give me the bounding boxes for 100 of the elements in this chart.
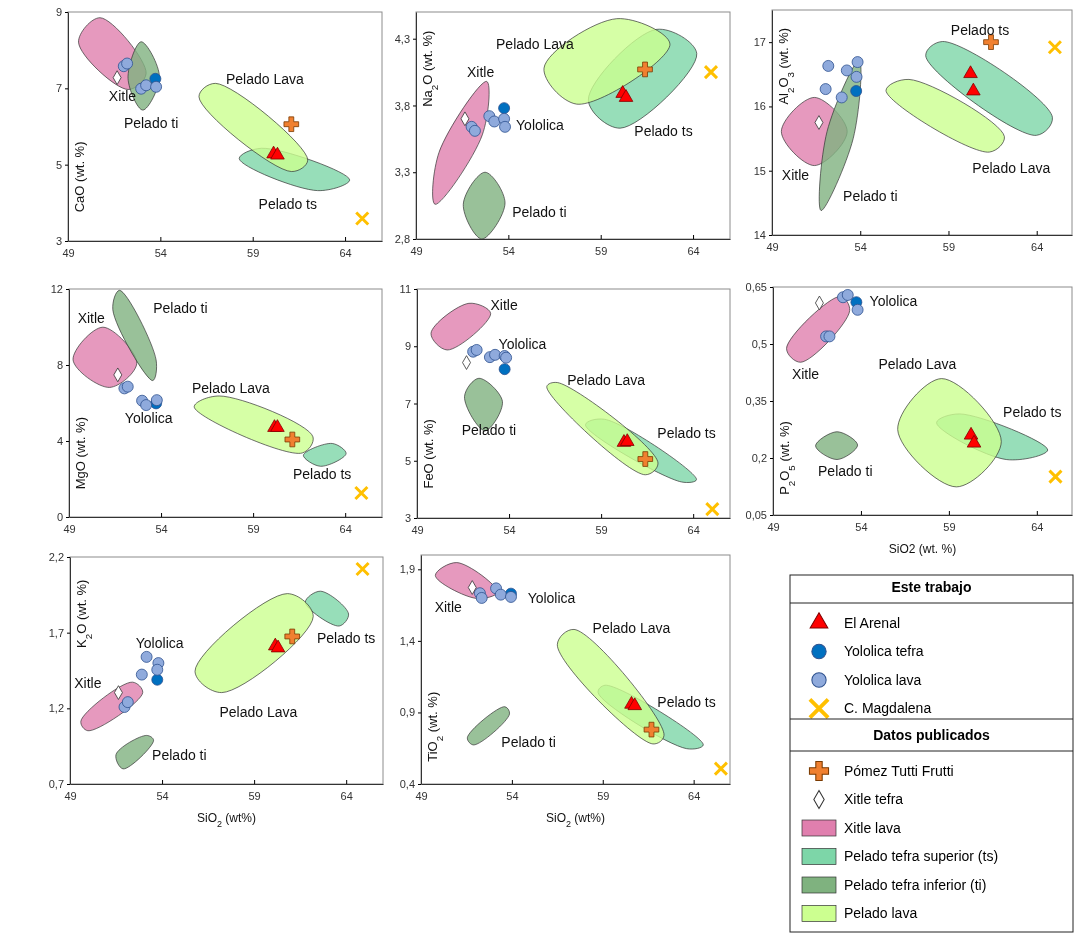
y-axis-title: CaO (wt. %) [72,141,87,213]
x-tick-label: 54 [154,246,167,259]
annotation: Yololica [869,292,918,309]
x-tick-label: 59 [247,522,260,535]
x-tick-label: 49 [415,789,428,802]
x-tick-label: 59 [248,789,261,802]
x-tick-label: 49 [410,244,423,257]
legend-label: Pómez Tutti Frutti [844,762,954,779]
annotation: Xitle [490,296,518,313]
y-tick-label: 0,9 [399,706,415,719]
y-tick-label: 8 [56,359,63,372]
x-tick-label: 64 [1031,520,1044,533]
x-tick-label: 59 [943,520,956,533]
y-tick-label: 0,35 [745,395,767,408]
y-tick-label: 3,3 [394,166,410,179]
x-tick-label: 49 [766,240,779,253]
y-tick-label: 0,4 [399,778,415,791]
x-tick-label: 49 [411,523,424,536]
annotation: Xitle [108,88,137,105]
y-tick-label: 1,2 [48,702,64,715]
annotation: Pelado ti [152,747,207,764]
legend-label: Yololica lava [844,671,922,688]
y-tick-label: 0 [56,511,63,524]
x-tick-label: 64 [340,789,353,802]
x-tick-label: 64 [687,244,700,257]
annotation: Xitle [74,674,102,691]
annotation: Pelado ti [818,462,873,479]
y-tick-label: 1,9 [399,563,415,576]
annotation: Pelado Lava [225,71,305,88]
annotation: Pelado ts [634,122,693,139]
x-tick-label: 64 [1031,240,1044,253]
y-tick-label: 1,4 [399,634,415,647]
annotation: Pelado ti [501,734,556,751]
x-tick-label: 59 [595,523,608,536]
y-tick-label: 5 [404,454,411,467]
x-tick-label: 54 [503,523,516,536]
annotation: Pelado ts [292,466,352,483]
x-tick-label: 59 [597,789,610,802]
x-tick-label: 64 [339,246,352,259]
legend-label: Yololica tefra [844,643,924,660]
annotation: Pelado ti [153,299,208,316]
legend-label: El Arenal [844,614,901,631]
y-tick-label: 2,8 [394,233,410,246]
x-tick-label: 54 [854,240,867,253]
y-tick-label: 3 [404,512,411,525]
x-axis-title: SiO$_{2}$ (wt%) [196,811,257,829]
annotation: Yololica [124,410,173,427]
y-tick-label: 15 [753,164,766,177]
annotation: Xitle [791,366,820,383]
annotation: Pelado ti [843,187,898,204]
x-tick-label: 54 [506,789,519,802]
y-axis-title: MgO (wt. %) [73,417,88,490]
annotation: Pelado ts [657,693,716,710]
x-tick-label: 64 [688,789,701,802]
annotation: Xitle [467,63,495,80]
x-tick-label: 54 [855,520,868,533]
annotation: Pelado Lava [191,380,270,397]
x-tick-label: 59 [595,244,608,257]
y-tick-label: 7 [55,82,62,95]
annotation: Pelado Lava [972,160,1051,177]
annotation: Pelado ts [657,424,716,441]
annotation: Yololica [498,335,547,352]
y-tick-label: 12 [50,283,63,296]
y-tick-label: 4,3 [394,32,410,45]
annotation: Pelado Lava [592,619,671,636]
y-tick-label: 0,2 [751,452,767,465]
x-tick-label: 64 [687,523,700,536]
annotation: Pelado ts [258,195,317,212]
x-tick-label: 49 [62,246,75,259]
annotation: Pelado Lava [496,35,575,52]
y-tick-label: 11 [399,283,411,296]
y-tick-label: 0,7 [48,778,64,791]
y-tick-label: 1,7 [48,626,64,639]
y-tick-label: 0,5 [751,338,767,351]
legend-label: Pelado tefra inferior (ti) [844,876,987,893]
y-tick-label: 2,2 [48,551,64,564]
annotation: Xitle [781,167,810,184]
annotation: Pelado ti [123,115,179,132]
x-axis-title: SiO$_{2}$ (wt%) [545,811,606,829]
y-tick-label: 9 [404,340,411,353]
y-tick-label: 0,65 [745,281,767,294]
x-tick-label: 54 [502,244,515,257]
x-tick-label: 54 [156,789,169,802]
legend-label: Xitle lava [844,819,902,836]
y-tick-label: 3 [55,235,62,248]
annotation: Xitle [434,599,463,616]
x-axis-title: SiO2 (wt. %) [888,542,957,556]
annotation: Pelado Lava [567,371,646,388]
annotation: Yololica [516,117,565,134]
y-tick-label: 4 [56,435,63,448]
annotation: Pelado ts [316,629,376,646]
legend-label: Pelado lava [844,905,918,922]
x-tick-label: 64 [339,522,352,535]
legend-title: Este trabajo [891,579,972,595]
annotation: Pelado ts [950,21,1010,38]
annotation: Yololica [527,589,576,606]
annotation: Yololica [135,634,184,651]
y-axis-title: FeO (wt. %) [421,419,436,489]
legend-label: C. Magdalena [844,700,932,717]
y-tick-label: 9 [55,6,62,19]
